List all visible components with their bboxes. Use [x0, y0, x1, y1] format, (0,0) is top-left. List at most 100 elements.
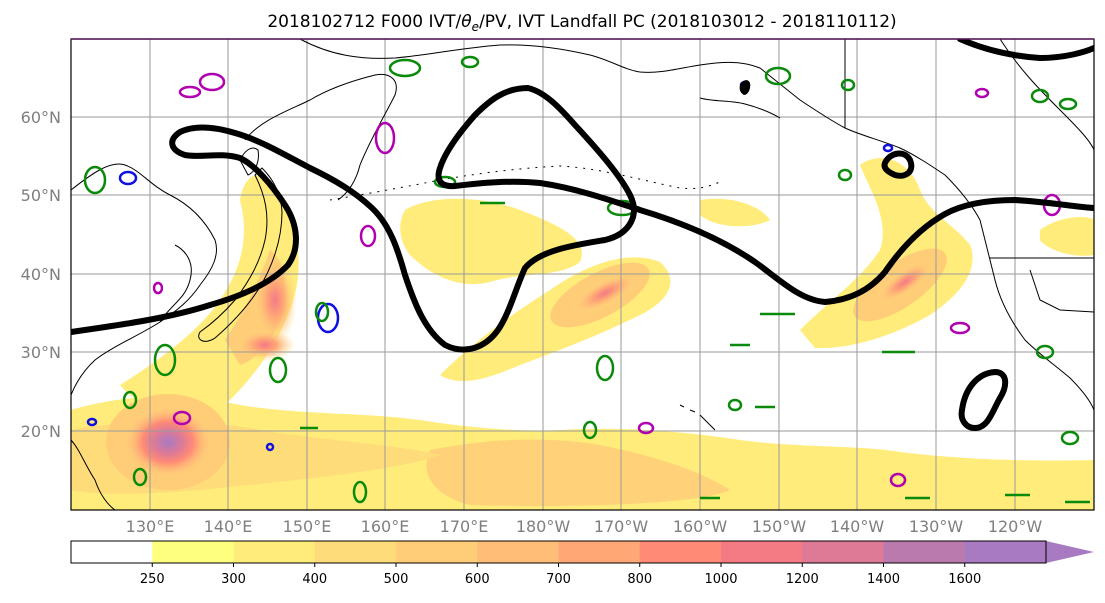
- ivt-field: [71, 158, 1094, 510]
- lon-label: 140°E: [204, 517, 253, 536]
- lat-label: 40°N: [21, 265, 61, 284]
- pv-green-contour: [582, 420, 598, 440]
- pv-magenta-contour: [637, 421, 655, 435]
- map-content: [71, 39, 1094, 510]
- pv-blue-contour: [86, 417, 98, 427]
- ivt-dateline-max: [570, 271, 640, 315]
- pv-green-contour: [268, 356, 288, 384]
- colorbar-segment: [396, 541, 478, 563]
- pv-magenta-contour: [359, 224, 377, 248]
- colorbar-tick-label: 1000: [704, 572, 737, 587]
- pv-magenta-contour: [178, 85, 202, 99]
- lon-label: 160°E: [361, 517, 410, 536]
- colorbar-tick-label: 700: [546, 572, 571, 587]
- pv-green-contour: [1030, 88, 1050, 104]
- siberia-coast: [299, 39, 591, 59]
- colorbar-tick-label: 300: [221, 572, 246, 587]
- colorbar-tick-label: 500: [384, 572, 409, 587]
- aleutian-chain: [329, 165, 721, 201]
- colorbar-segment: [314, 541, 397, 563]
- colorbar-tick-label: 1400: [867, 572, 900, 587]
- ivt-japan-secondary: [235, 329, 295, 361]
- lon-label: 120°W: [988, 517, 1043, 536]
- philippines-coast: [71, 439, 116, 510]
- pv-magenta-contour: [374, 121, 396, 155]
- pv-contours: [83, 55, 1090, 504]
- pv-green-contour: [1035, 344, 1055, 360]
- colorbar-segment: [721, 541, 803, 563]
- korea-coast: [159, 244, 192, 323]
- lon-label: 130°E: [126, 517, 175, 536]
- colorbar-tick-label: 250: [140, 572, 165, 587]
- pv-magenta-contour: [974, 87, 990, 99]
- colorbar-segment: [477, 541, 560, 563]
- pv-green-contour: [83, 165, 107, 195]
- pv-green-contour: [132, 467, 148, 487]
- pv-green-contour: [1060, 430, 1080, 446]
- pv-blue-contour: [882, 143, 894, 153]
- lon-label: 140°W: [830, 517, 885, 536]
- japan-coast: [198, 167, 283, 342]
- asia-coast: [71, 163, 217, 396]
- colorbar-tick-label: 1600: [948, 572, 981, 587]
- pv-green-contour: [388, 58, 422, 78]
- colorbar-segment: [964, 541, 1047, 563]
- lat-label: 30°N: [21, 343, 61, 362]
- lon-label: 150°E: [283, 517, 332, 536]
- alaska-coast: [589, 54, 981, 221]
- pc-closed-contour: [958, 369, 1009, 431]
- gridlines: [71, 39, 1094, 510]
- ivt-small-blob: [700, 198, 770, 227]
- colorbar-extend-arrow: [1046, 541, 1094, 563]
- west-coast-na: [979, 219, 1094, 411]
- lon-label: 170°W: [594, 517, 649, 536]
- lon-label: 150°W: [752, 517, 807, 536]
- pv-green-contour: [727, 398, 743, 412]
- pv-magenta-contour: [172, 410, 192, 426]
- lat-label: 20°N: [21, 422, 61, 441]
- state-lines: [1029, 269, 1094, 313]
- pc-north-contour: [957, 39, 1094, 61]
- ivt-ne-max: [875, 259, 935, 305]
- pv-green-contour: [764, 66, 792, 86]
- colorbar-tick-label: 800: [627, 572, 652, 587]
- pv-magenta-contour: [889, 472, 907, 488]
- colorbar-segment: [152, 541, 235, 563]
- kamchatka-coast: [244, 73, 397, 201]
- pv-blue-contour: [265, 442, 275, 452]
- colorbar: 250 300 400 500 600 700 800 1000 1200 1400 1600: [70, 540, 1094, 587]
- pv-green-contour: [460, 55, 480, 69]
- aleutian-west: [699, 97, 781, 119]
- pv-magenta-contour: [198, 72, 226, 92]
- ivt-typhoon-core: [126, 408, 210, 476]
- ivt-tropical-core: [426, 439, 730, 507]
- lat-label: 50°N: [21, 186, 61, 205]
- colorbar-segment: [639, 541, 722, 563]
- pv-green-contour: [352, 480, 368, 504]
- ivt-coast-blob: [1040, 217, 1094, 256]
- lon-label: 180°W: [516, 517, 571, 536]
- hawaii-islands: [679, 404, 716, 431]
- colorbar-segment: [558, 541, 641, 563]
- pv-magenta-contour: [949, 321, 971, 335]
- lon-label: 130°W: [909, 517, 964, 536]
- colorbar-tick-label: 1200: [786, 572, 819, 587]
- lon-label: 160°W: [673, 517, 728, 536]
- colorbar-segment: [802, 541, 885, 563]
- colorbar-segment: [883, 541, 966, 563]
- coastlines: [71, 39, 1094, 510]
- lat-labels: 60°N 50°N 40°N 30°N 20°N: [21, 108, 61, 441]
- pv-green-contour: [314, 301, 330, 323]
- pc-main-contour: [71, 85, 1094, 353]
- colorbar-segments: [71, 541, 1047, 563]
- pv-green-contour: [837, 168, 853, 182]
- pv-magenta-contour: [152, 281, 164, 295]
- lat-label: 60°N: [21, 108, 61, 127]
- pv-green-contour: [153, 343, 177, 377]
- sakhalin-coast: [239, 147, 259, 176]
- colorbar-tick-label: 600: [465, 572, 490, 587]
- ivt-japan-max: [253, 255, 297, 345]
- pv-blue-contour: [118, 170, 138, 186]
- pv-green-contour: [595, 354, 615, 382]
